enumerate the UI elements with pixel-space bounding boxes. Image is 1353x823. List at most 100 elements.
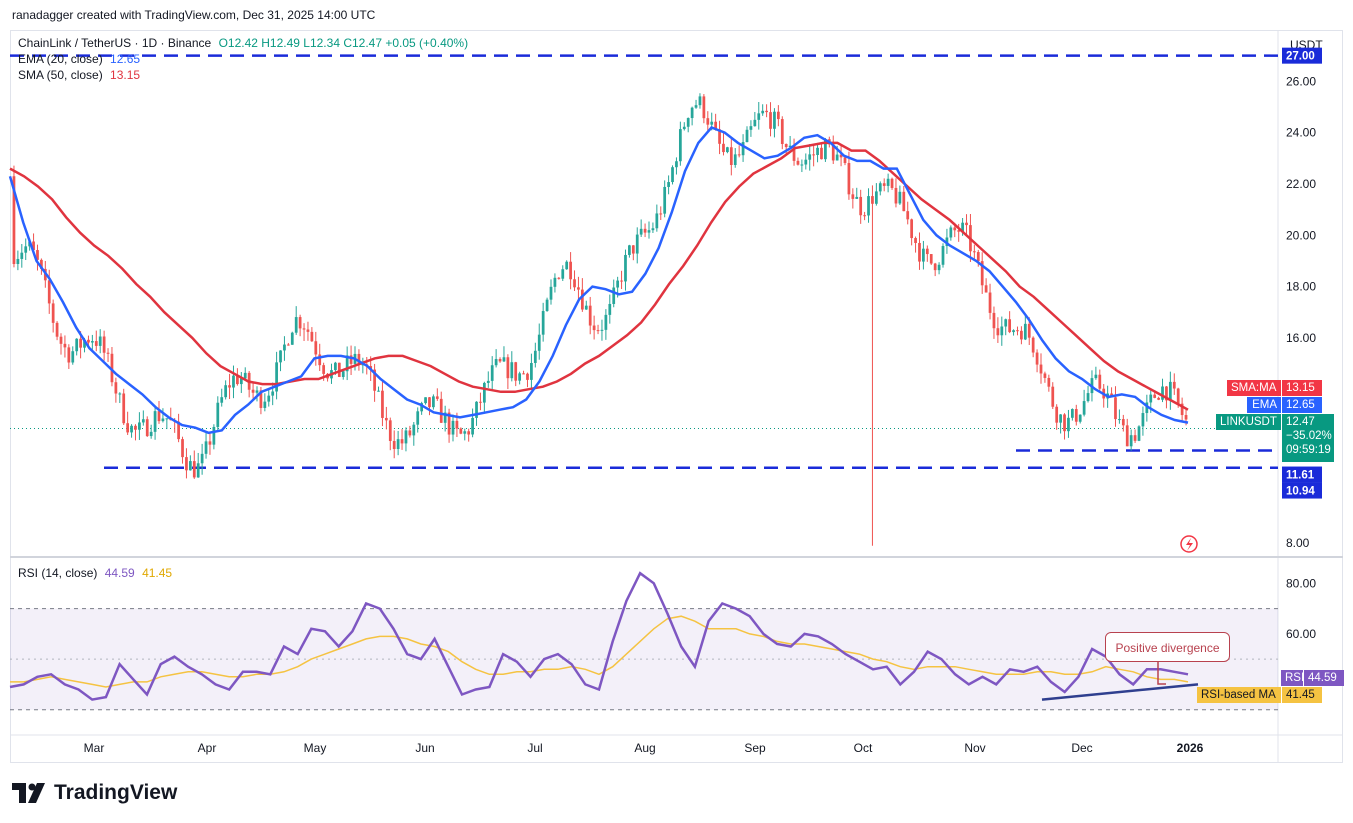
candle-body (1012, 330, 1015, 333)
candle-body (510, 362, 514, 379)
candle-body (47, 280, 51, 304)
candle-body (20, 252, 24, 259)
chart-credit: ranadagger created with TradingView.com,… (12, 8, 376, 22)
candle-body (792, 145, 796, 161)
candle-body (349, 355, 353, 364)
legend-sma-label: SMA (50, close) (18, 68, 103, 82)
candle-body (12, 176, 16, 265)
candle-body (373, 369, 376, 391)
legend-symbol[interactable]: ChainLink / TetherUS · 1D · Binance (18, 36, 212, 50)
candle-body (188, 461, 192, 471)
candle-body (439, 398, 443, 423)
candle-body (24, 246, 28, 253)
candle-body (1157, 397, 1160, 400)
candle-body (1168, 381, 1172, 401)
candle-body (710, 121, 714, 125)
candle-body (416, 411, 420, 425)
candle-body (67, 347, 71, 363)
positive-divergence-callout[interactable]: Positive divergence (1105, 632, 1230, 662)
candle-body (561, 269, 565, 279)
divergence-trendline (1041, 683, 1199, 701)
candle-body (98, 336, 102, 346)
rsi-tag-value: 44.59 (1304, 670, 1344, 686)
candle-body (232, 375, 235, 388)
rsi-tick-label: 80.00 (1286, 576, 1316, 590)
candle-body (788, 145, 792, 148)
candle-body (36, 250, 39, 260)
candle-body (1180, 403, 1184, 416)
candle-body (341, 371, 345, 377)
candle-body (185, 457, 188, 471)
candle-body (573, 279, 576, 288)
candle-body (1082, 401, 1086, 415)
price-tag-support-lower: 10.94 (1286, 486, 1315, 498)
candle-body (1043, 373, 1047, 378)
rsi-legend[interactable]: RSI (14, close) 44.59 41.45 (18, 566, 172, 580)
legend-ema-row[interactable]: EMA (20, close) 12.65 (18, 51, 468, 67)
candle-body (110, 353, 114, 383)
time-tick-label: Apr (198, 741, 217, 755)
candle-body (737, 154, 741, 156)
candle-body (996, 328, 1000, 336)
candle-body (726, 147, 729, 153)
candle-body (1070, 409, 1074, 418)
price-tick-label: 20.00 (1286, 228, 1316, 242)
candle-body (592, 325, 596, 331)
candle-body (412, 424, 416, 436)
candle-body (294, 317, 298, 333)
candle-body (804, 159, 808, 165)
chart-frame[interactable] (10, 30, 1343, 763)
candle-body (843, 157, 847, 164)
candle-body (506, 357, 510, 379)
candle-body (941, 246, 945, 265)
candle-body (965, 222, 968, 226)
candle-body (635, 234, 639, 254)
candle-body (306, 329, 310, 332)
candle-body (255, 390, 259, 393)
price-tick-label: 18.00 (1286, 280, 1316, 294)
rsi-ma-tag-value: 41.45 (1282, 687, 1322, 703)
candle-body (1027, 323, 1031, 338)
rsi-line (9, 571, 1189, 701)
candle-body (824, 139, 827, 160)
candle-body (1031, 337, 1035, 353)
candle-body (812, 154, 816, 156)
candle-body (498, 359, 502, 362)
candle-body (898, 191, 902, 204)
candle-body (628, 245, 631, 255)
candle-body (181, 439, 184, 458)
tradingview-logo[interactable]: TradingView (12, 781, 177, 805)
candle-body (526, 373, 529, 380)
candle-body (1047, 377, 1051, 387)
price-tag-current: 12.47 −35.02% 09:59:19 (1282, 414, 1334, 462)
candle-body (75, 338, 79, 352)
candle-body (40, 259, 43, 269)
candle-body (757, 113, 761, 120)
candle-body (224, 385, 228, 398)
candle-body (929, 254, 933, 264)
candle-body (882, 183, 886, 186)
candle-body (1184, 415, 1188, 420)
candle-body (600, 329, 604, 331)
candle-body (745, 129, 749, 143)
candle-body (59, 336, 63, 344)
price-tag-symbol: LINKUSDT (1216, 414, 1281, 430)
candle-body (953, 227, 957, 231)
candle-body (79, 338, 82, 348)
candle-body (588, 305, 592, 326)
candle-body (479, 401, 482, 403)
price-tick-label: 22.00 (1286, 177, 1316, 191)
candle-body (988, 292, 992, 313)
candle-body (1020, 330, 1023, 340)
rsi-tag-label: RSI (1281, 670, 1304, 686)
candle-body (749, 126, 753, 130)
candle-body (279, 350, 282, 363)
candle-body (620, 280, 623, 282)
candle-body (894, 187, 898, 204)
candle-body (1176, 388, 1180, 404)
legend-sma-row[interactable]: SMA (50, close) 13.15 (18, 67, 468, 83)
candle-body (396, 439, 400, 450)
candle-body (384, 417, 388, 421)
legend-sma-value: 13.15 (110, 68, 141, 82)
